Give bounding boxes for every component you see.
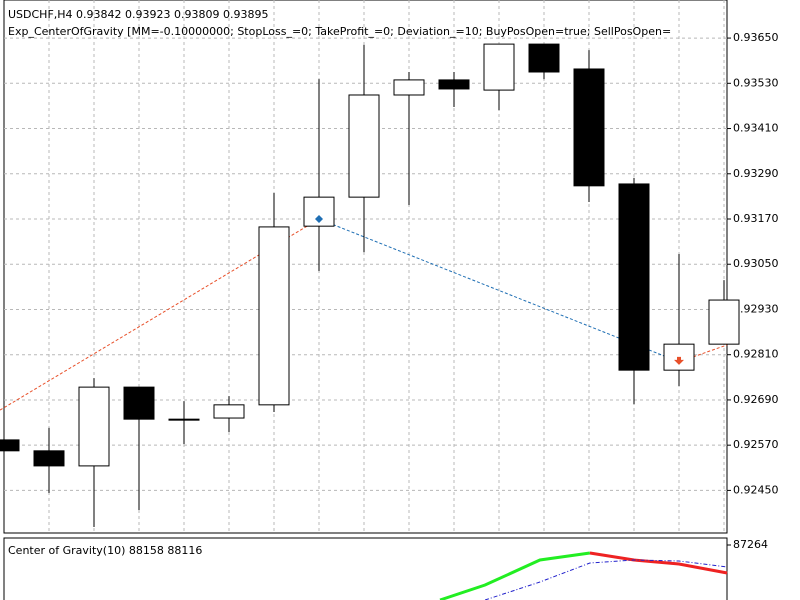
candle-body: [348, 94, 380, 198]
candle-body: [168, 418, 200, 421]
chart-title: USDCHF,H4 0.93842 0.93923 0.93809 0.9389…: [8, 8, 269, 21]
indicator-line: [439, 551, 591, 600]
y-tick-label: 0.93050: [733, 257, 779, 270]
candle-body: [123, 386, 155, 420]
chart-subtitle: Exp_CenterOfGravity [MM=-0.10000000; Sto…: [8, 25, 671, 38]
candle-body: [573, 68, 605, 187]
indicator-line: [484, 559, 728, 600]
y-tick-label: 0.92810: [733, 348, 779, 361]
buy-marker: [315, 215, 323, 224]
candle-body: [78, 386, 110, 467]
indicator-line: [589, 551, 728, 575]
y-tick-label: 0.92690: [733, 393, 779, 406]
y-tick-label: 0.93650: [733, 31, 779, 44]
y-tick-label: 0.93410: [733, 122, 779, 135]
candle-body: [708, 299, 740, 345]
candle-body: [528, 43, 560, 73]
indicator-title: Center of Gravity(10) 88158 88116: [8, 544, 202, 557]
main-pane: [3, 0, 728, 534]
candle-body: [258, 226, 290, 406]
close-marker: [674, 356, 684, 365]
y-tick-label: 0.92450: [733, 483, 779, 496]
candle-body: [438, 79, 470, 90]
candle-body: [0, 439, 20, 452]
indicator-pane: [3, 537, 728, 600]
candle-body: [483, 43, 515, 91]
candle-body: [393, 79, 425, 96]
trade-line: [0, 218, 320, 411]
y-tick-label: 0.92930: [733, 302, 779, 315]
candle-body: [618, 183, 650, 371]
candle-body: [33, 450, 65, 467]
trade-line: [678, 344, 728, 363]
candle-body: [213, 404, 245, 419]
y-tick-label: 0.92570: [733, 438, 779, 451]
y-tick-label: 0.93290: [733, 167, 779, 180]
y-tick-label: 0.93530: [733, 76, 779, 89]
y-tick-label: 87264: [733, 538, 768, 551]
y-tick-label: 0.93170: [733, 212, 779, 225]
